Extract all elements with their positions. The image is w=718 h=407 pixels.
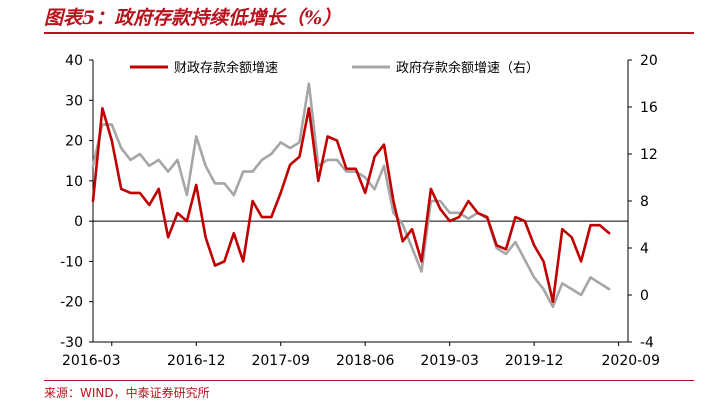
right-tick-label: 16: [640, 100, 658, 116]
left-tick-label: 40: [65, 53, 83, 69]
left-tick-label: -20: [60, 295, 83, 311]
right-tick-label: 8: [640, 194, 649, 210]
right-tick-label: -4: [640, 335, 654, 351]
left-tick-label: -30: [60, 335, 83, 351]
left-tick-label: -10: [60, 254, 83, 270]
right-tick-label: 4: [640, 241, 649, 257]
left-tick-label: 0: [74, 214, 83, 230]
series-line-right: [91, 82, 611, 309]
x-tick-label: 2017-09: [251, 353, 310, 369]
left-tick-label: 10: [65, 174, 83, 190]
source-rule: [44, 380, 694, 381]
x-tick-label: 2018-06: [336, 353, 395, 369]
legend-label: 政府存款余额增速（右）: [396, 60, 539, 76]
right-tick-label: 0: [640, 288, 649, 304]
x-tick-label: 2019-12: [505, 353, 564, 369]
x-tick-label: 2019-03: [420, 353, 479, 369]
chart-title: 图表5：政府存款持续低增长（%）: [44, 7, 342, 29]
left-tick-label: 30: [65, 93, 83, 109]
chart-series: [91, 82, 611, 309]
x-tick-label: 2016-12: [167, 353, 226, 369]
source-note: 来源：WIND，中泰证券研究所: [44, 386, 210, 400]
series-line-left: [91, 107, 611, 304]
x-tick-label: 2020-09: [602, 353, 661, 369]
right-tick-label: 12: [640, 147, 658, 163]
title-rule: [44, 32, 694, 34]
left-tick-label: 20: [65, 134, 83, 150]
x-tick-label: 2016-03: [62, 353, 121, 369]
chart-legend: 财政存款余额增速 政府存款余额增速（右）: [130, 60, 539, 76]
right-tick-label: 20: [640, 53, 658, 69]
legend-label: 财政存款余额增速: [174, 60, 278, 76]
